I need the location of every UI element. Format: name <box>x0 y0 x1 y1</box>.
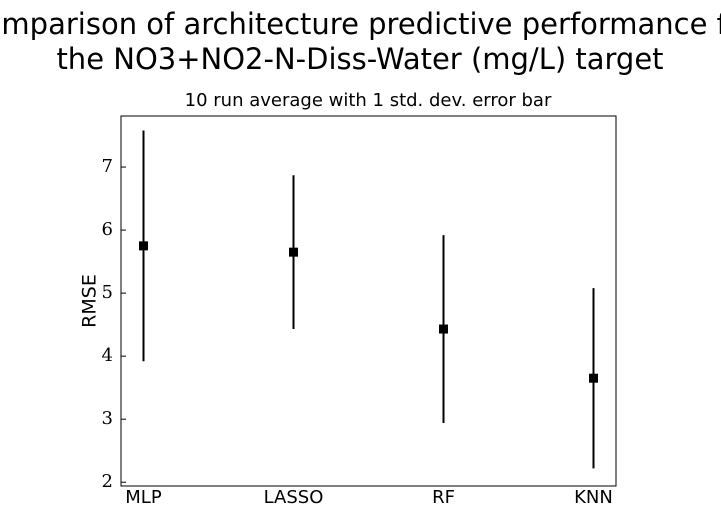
y-tick-label: 6 <box>102 219 113 240</box>
x-tick-label: RF <box>432 487 455 508</box>
y-tick-label: 2 <box>102 471 113 492</box>
marker <box>589 373 598 383</box>
y-tick-label: 3 <box>102 408 113 429</box>
marker <box>439 324 448 334</box>
chart-subtitle: 10 run average with 1 std. dev. error ba… <box>185 90 552 111</box>
plot-frame <box>120 115 617 487</box>
marker <box>289 247 298 257</box>
x-tick-label: LASSO <box>264 487 324 508</box>
marker <box>139 241 148 251</box>
y-axis-label: RMSE <box>79 274 101 328</box>
y-tick-label: 7 <box>102 156 113 177</box>
chart-title: Comparison of architecture predictive pe… <box>0 7 721 41</box>
chart-title: the NO3+NO2-N-Diss-Water (mg/L) target <box>56 42 663 76</box>
y-tick-label: 4 <box>102 345 113 366</box>
x-tick-label: KNN <box>574 487 613 508</box>
y-tick-label: 5 <box>102 282 113 303</box>
x-tick-label: MLP <box>125 487 162 508</box>
